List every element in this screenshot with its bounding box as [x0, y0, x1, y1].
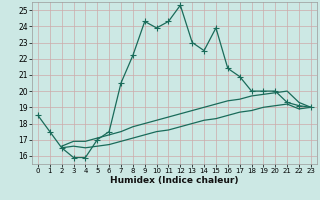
- X-axis label: Humidex (Indice chaleur): Humidex (Indice chaleur): [110, 176, 239, 185]
